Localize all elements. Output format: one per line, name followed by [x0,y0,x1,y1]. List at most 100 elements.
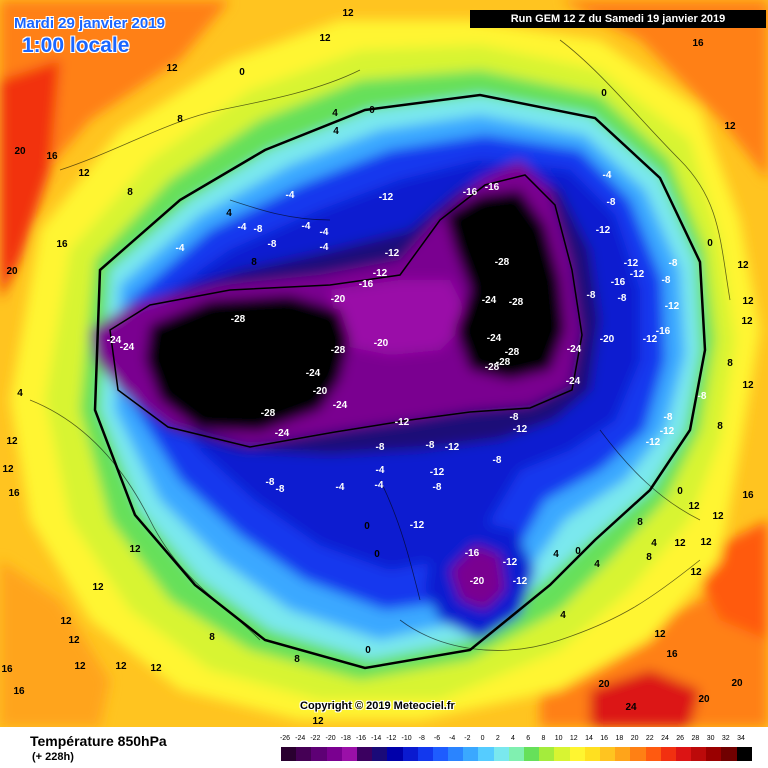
iso-label: 4 [553,549,559,560]
iso-label: 12 [674,538,686,549]
iso-label: -24 [275,428,290,439]
iso-label: 20 [598,679,610,690]
legend-swatch [508,747,524,761]
iso-label: -8 [587,290,596,301]
iso-label: -12 [596,225,611,236]
legend-swatch [599,747,616,761]
iso-label: -12 [660,426,675,437]
legend-swatch [372,747,388,761]
iso-label: -24 [306,368,321,379]
footer: Température 850hPa (+ 228h) -26 -24 -22 -20… [0,727,768,768]
iso-label: -16 [485,182,500,193]
run-banner: Run GEM 12 Z du Samedi 19 janvier 2019 [470,10,766,28]
iso-label: -12 [373,268,388,279]
iso-label: -4 [376,465,385,476]
iso-label: -20 [600,334,615,345]
legend-swatch [311,747,327,761]
iso-label: -4 [238,222,247,233]
iso-label: 12 [74,661,86,672]
forecast-step: (+ 228h) [32,751,74,763]
iso-label: 16 [56,239,68,250]
legend-label: -18 [340,735,351,742]
legend-label: 4 [511,735,515,742]
legend-swatch [478,747,494,761]
iso-label: 16 [8,488,20,499]
iso-label: 20 [14,146,26,157]
iso-label: -16 [656,326,671,337]
legend-swatch [630,747,646,761]
iso-label: -12 [513,576,528,587]
forecast-time: 1:00 locale [22,34,130,57]
iso-label: 4 [651,538,657,549]
legend-label: 0 [480,735,485,742]
iso-label: -4 [320,227,329,238]
legend-label: -6 [433,735,441,742]
iso-label: -8 [493,455,502,466]
legend-label: -16 [355,735,367,742]
copyright-text: Copyright © 2019 Meteociel.fr [300,700,455,712]
legend-label: 32 [721,735,730,742]
iso-label: -20 [313,386,328,397]
iso-label: 12 [6,436,18,447]
zero-isotherm [93,93,707,670]
legend-label: 10 [554,735,563,742]
iso-label: -28 [495,257,510,268]
iso-label: -4 [375,480,384,491]
iso-label: -24 [333,400,348,411]
legend-swatch [432,747,449,761]
temperature-field [0,0,768,727]
iso-label: 12 [737,260,749,271]
legend-label: 18 [615,735,624,742]
legend-colorbar [281,747,752,761]
iso-label: 16 [13,686,25,697]
iso-label: -12 [513,424,528,435]
iso-label: -8 [607,197,616,208]
iso-label: -8 [698,391,707,402]
iso-label: -24 [107,335,122,346]
legend-swatch [341,747,357,761]
legend-swatch [281,747,297,761]
iso-label: -8 [669,258,678,269]
iso-label: -28 [331,345,346,356]
legend-swatch [463,747,479,761]
forecast-date: Mardi 29 janvier 2019 [14,15,165,32]
iso-label: 12 [150,663,162,674]
iso-label: -12 [630,269,645,280]
iso-label: 8 [294,654,300,665]
iso-label: -4 [302,221,311,232]
legend-label: -2 [464,735,471,742]
legend-swatch [615,747,631,761]
iso-label: 12 [741,316,753,327]
legend-label: 12 [569,735,578,742]
iso-label: 12 [319,33,331,44]
iso-label: 12 [115,661,127,672]
iso-label: -28 [485,362,500,373]
legend-swatch [356,747,373,761]
iso-label: 16 [46,151,58,162]
iso-label: 12 [724,121,736,132]
iso-label: 20 [698,694,710,705]
iso-label: 12 [712,511,724,522]
iso-label: 4 [226,208,232,219]
legend-label: 34 [737,735,745,742]
iso-label: 12 [690,567,702,578]
legend-label: -26 [279,735,291,742]
iso-label: -8 [426,440,435,451]
iso-label: 4 [560,610,566,621]
iso-label: 4 [333,126,339,137]
cold-isotherm [109,174,583,448]
iso-label: 12 [129,544,141,555]
iso-label: 12 [342,8,354,19]
iso-label: -28 [496,357,511,368]
iso-label: 12 [312,716,324,727]
iso-label: 12 [742,296,754,307]
iso-label: 8 [209,632,215,643]
iso-label: -12 [665,301,680,312]
legend-label: 20 [630,735,639,742]
legend-swatch [691,747,707,761]
legend-swatch [554,747,570,761]
iso-label: 4 [594,559,600,570]
iso-label: -28 [509,297,524,308]
legend-swatch [539,747,555,761]
